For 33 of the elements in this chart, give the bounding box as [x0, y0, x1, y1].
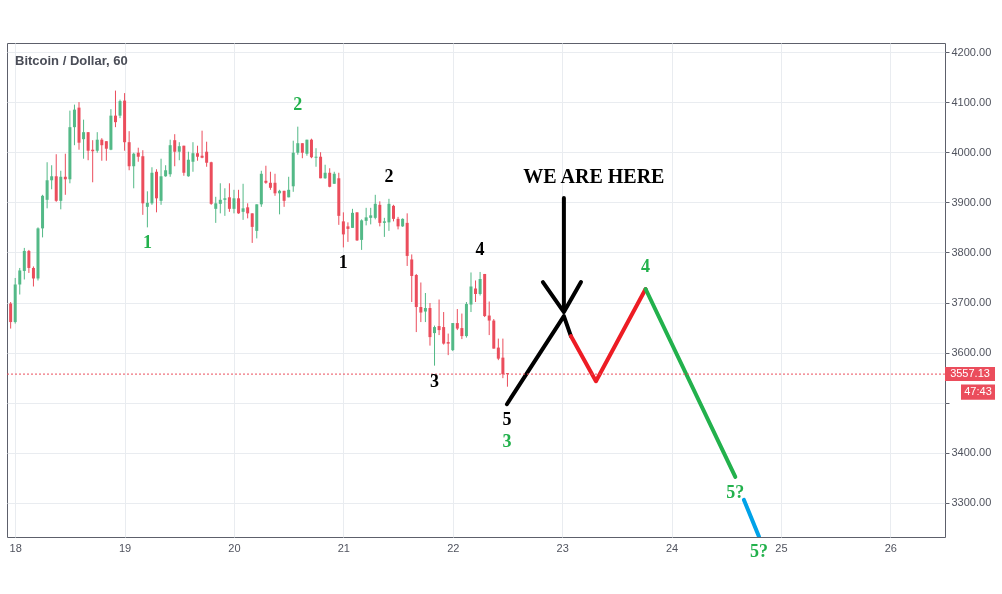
annotation: 4	[641, 256, 651, 276]
text: Bitcoin / Dollar, 60	[15, 53, 128, 68]
annotation: 1	[338, 252, 348, 273]
y-tick-label: 3400.00	[951, 446, 992, 459]
x-tick-label: 24	[665, 541, 679, 554]
x-tick-label: 21	[337, 541, 350, 554]
y-tick-label: 3300.00	[951, 496, 992, 509]
annotation: 3	[502, 431, 512, 452]
text: 47:43	[964, 385, 992, 398]
y-tick-label: 4100.00	[951, 95, 992, 108]
x-tick-label: 23	[556, 541, 569, 554]
annotation: WE ARE HERE	[523, 165, 665, 188]
x-tick-label: 26	[884, 541, 897, 554]
annotation: 2	[293, 93, 303, 114]
annotation: 4	[475, 238, 485, 259]
annotation: 5?	[726, 481, 745, 502]
annotation: 2	[384, 165, 394, 186]
annotation: 5?	[749, 541, 768, 562]
y-tick-label: 3600.00	[951, 346, 992, 359]
x-tick-label: 22	[447, 541, 460, 554]
annotation: 3	[430, 370, 440, 391]
annotation: 5	[502, 409, 512, 430]
x-tick-label: 18	[9, 541, 22, 554]
annotation: 1	[142, 232, 152, 253]
x-tick-label: 19	[118, 541, 132, 554]
y-tick-label: 3900.00	[951, 195, 992, 208]
y-tick-label: 4000.00	[951, 145, 992, 158]
x-tick-label: 25	[775, 541, 788, 554]
y-tick-label: 3700.00	[951, 296, 992, 309]
x-tick-label: 20	[228, 541, 241, 554]
y-tick-label: 3800.00	[951, 245, 992, 258]
y-tick-label: 4200.00	[951, 45, 992, 58]
ref-line-label: 3557.13	[950, 367, 990, 380]
